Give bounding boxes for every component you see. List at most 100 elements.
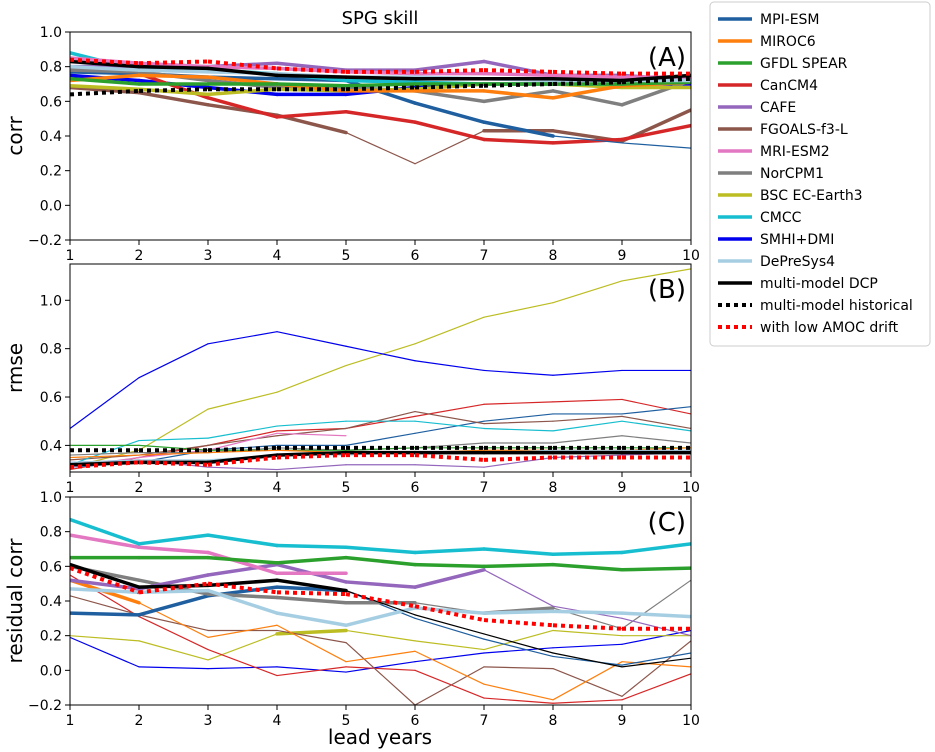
series-segment	[344, 109, 417, 124]
series-segment	[276, 624, 347, 663]
series-segment	[138, 615, 209, 651]
x-tick-label: 10	[682, 248, 700, 264]
series-mri-esm2	[70, 533, 348, 576]
x-tick-label: 2	[135, 713, 144, 729]
series-segment	[483, 302, 554, 318]
series-segment	[70, 562, 141, 589]
legend-label: CMCC	[760, 210, 802, 226]
series-segment	[414, 360, 485, 372]
series-segment	[206, 562, 279, 577]
panel-c: 1 2 3 4 5 6 7 8 9 10 −0.2 0.0 0.2 0.4 0.6 0.8 1.0 (C) re…	[3, 490, 700, 749]
series-segment	[137, 73, 210, 79]
series-segment	[414, 83, 485, 90]
series-segment	[70, 88, 140, 97]
series-segment	[482, 547, 555, 556]
series-segment	[483, 82, 554, 88]
series-segment	[275, 611, 348, 628]
series-segment	[207, 624, 278, 639]
series-segment	[70, 59, 141, 69]
series-segment	[483, 427, 554, 432]
legend-label: NorCPM1	[760, 166, 824, 182]
x-tick-label: 6	[411, 480, 420, 496]
y-tick-label: 0.6	[40, 559, 62, 575]
series-segment	[414, 403, 485, 417]
series-segment	[206, 550, 279, 576]
series-segment	[345, 343, 416, 367]
series-segment	[207, 466, 278, 471]
series-segment	[621, 398, 691, 415]
series-segment	[344, 555, 417, 567]
y-tick-label: 0.8	[40, 342, 62, 358]
panel-c-label: (C)	[648, 508, 686, 538]
x-tick-label: 10	[682, 713, 700, 729]
series-segment	[275, 109, 348, 119]
series-segment	[551, 137, 624, 145]
series-segment	[138, 59, 209, 66]
legend-label: MIROC6	[760, 34, 816, 50]
series-segment	[206, 453, 279, 465]
series-segment	[207, 449, 278, 454]
series-segment	[552, 135, 623, 144]
series-segment	[483, 638, 554, 658]
panel-a-plot: 1 2 3 4 5 6 7 8 9 10 −0.2 0.0 0.2 0.4 0.6 0.8 1.0	[28, 25, 700, 264]
series-segment	[552, 655, 623, 666]
x-tick-label: 4	[273, 480, 282, 496]
panel-c-ylabel: residual corr	[3, 538, 27, 664]
y-tick-label: 1.0	[40, 293, 62, 309]
series-with-low-amoc-drift	[70, 566, 691, 631]
series-segment	[552, 661, 623, 701]
series-segment	[275, 450, 348, 457]
panel-c-plot: 1 2 3 4 5 6 7 8 9 10 −0.2 0.0 0.2 0.4 0.6 0.8 1.0	[28, 490, 700, 729]
series-segment	[138, 614, 209, 632]
legend-label: FGOALS-f3-L	[760, 122, 848, 138]
series-segment	[345, 415, 416, 430]
legend: MPI-ESM MIROC6 GFDL SPEAR CanCM4 CAFE FGOALS-…	[709, 1, 931, 347]
series-segment	[621, 420, 691, 432]
x-tick-label: 3	[204, 713, 213, 729]
legend-label: CanCM4	[760, 78, 818, 94]
x-tick-label: 3	[204, 480, 213, 496]
series-segment	[552, 623, 623, 631]
series-segment	[70, 611, 141, 617]
series-segment	[552, 415, 623, 422]
x-tick-label: 4	[273, 248, 282, 264]
series-segment	[207, 455, 278, 467]
series-segment	[344, 75, 417, 81]
legend-label: MPI-ESM	[760, 12, 820, 28]
series-segment	[552, 280, 623, 304]
series-segment	[276, 427, 347, 432]
series-segment	[206, 588, 279, 615]
series-segment	[345, 641, 416, 705]
series-segment	[414, 68, 485, 74]
series-segment	[70, 587, 141, 595]
legend-label: CAFE	[760, 100, 796, 116]
series-segment	[413, 59, 486, 72]
series-segment	[483, 697, 554, 704]
series-segment	[275, 113, 348, 135]
panel-c-frame	[69, 496, 692, 706]
series-segment	[414, 666, 485, 705]
series-segment	[207, 633, 278, 661]
series-segment	[275, 628, 348, 636]
series-segment	[276, 666, 347, 677]
series-segment	[551, 77, 624, 83]
y-tick-label: 0.2	[40, 629, 62, 645]
panel-b-frame	[69, 263, 692, 473]
series-segment	[483, 413, 554, 422]
legend-frame	[709, 1, 931, 347]
x-tick-label: 4	[273, 713, 282, 729]
series-segment	[413, 562, 486, 569]
series-cancm4	[70, 574, 691, 704]
series-segment	[483, 455, 554, 462]
series-segment	[621, 406, 691, 415]
series-segment	[621, 142, 691, 149]
x-tick-label: 1	[66, 248, 75, 264]
series-segment	[552, 629, 623, 637]
series-segment	[552, 435, 623, 444]
series-mpi-esm	[70, 406, 691, 468]
series-segment	[137, 68, 210, 74]
series-segment	[207, 391, 278, 410]
series-segment	[207, 666, 278, 670]
x-tick-label: 5	[342, 248, 351, 264]
